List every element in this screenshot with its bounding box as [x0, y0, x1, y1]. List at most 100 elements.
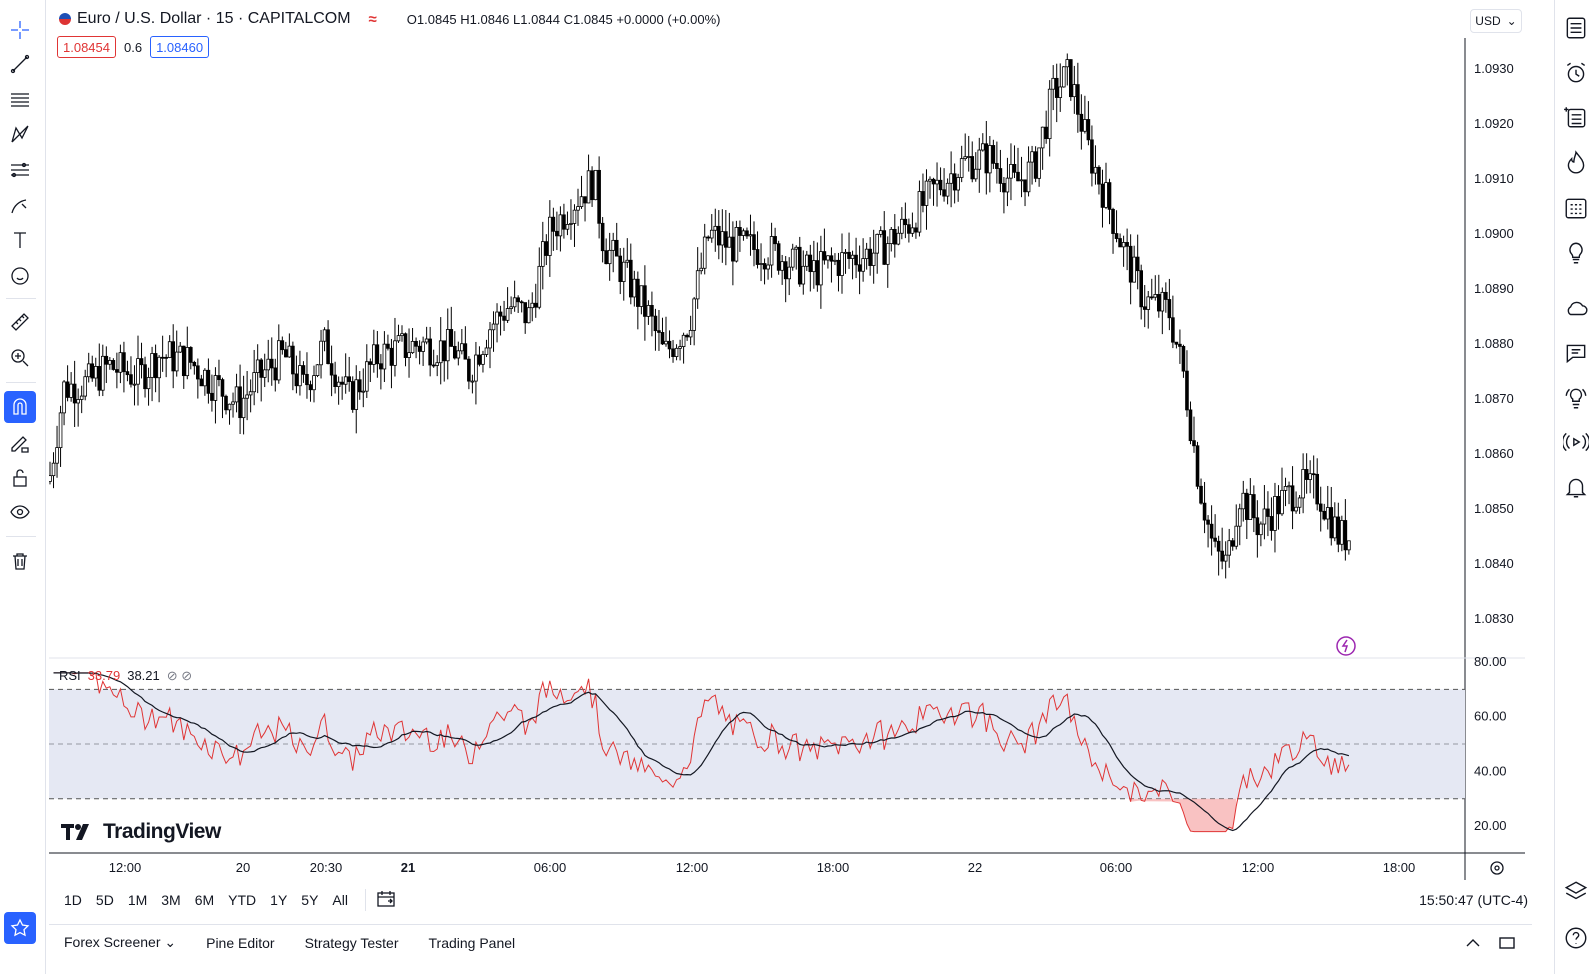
range-button-all[interactable]: All: [332, 892, 348, 908]
sell-button[interactable]: 1.08454: [57, 36, 116, 58]
clock[interactable]: 15:50:47 (UTC-4): [1419, 892, 1528, 908]
candle-body: [1230, 540, 1235, 547]
goto-date-icon[interactable]: [376, 889, 396, 912]
chat-icon[interactable]: [1560, 337, 1592, 369]
candle-body: [583, 196, 587, 204]
zoom-in-icon[interactable]: [4, 342, 36, 374]
candle-body: [65, 381, 70, 398]
quote-row: 1.08454 0.6 1.08460: [57, 36, 210, 58]
calendar-icon[interactable]: [1560, 192, 1592, 224]
fib-icon[interactable]: [4, 84, 36, 116]
cloud-icon[interactable]: [1560, 292, 1592, 324]
tradingview-logo[interactable]: TradingView: [61, 820, 221, 844]
range-button-6m[interactable]: 6M: [194, 892, 215, 908]
candle-body: [724, 231, 728, 248]
chevron-down-icon: ⌄: [1506, 14, 1517, 28]
candle-body: [171, 341, 176, 372]
bottom-panel-tabs: Forex Screener ⌄ Pine Editor Strategy Test…: [49, 924, 1532, 960]
candle-body: [305, 373, 309, 386]
panel-tab-forex-screener[interactable]: Forex Screener ⌄: [64, 934, 177, 950]
range-button-ytd[interactable]: YTD: [228, 892, 257, 908]
hot-list-icon[interactable]: [1560, 146, 1592, 178]
candle-body: [438, 340, 443, 364]
range-button-5d[interactable]: 5D: [95, 892, 114, 908]
layers-icon[interactable]: [1560, 876, 1592, 908]
symbol-title[interactable]: Euro / U.S. Dollar · 15 · CAPITALCOM: [77, 10, 351, 27]
ruler-icon[interactable]: [4, 306, 36, 338]
candle-body: [241, 397, 246, 419]
candle-body: [991, 145, 996, 164]
candle-body: [685, 334, 689, 338]
candle-body: [266, 358, 271, 371]
lock-icon[interactable]: [4, 462, 36, 494]
candle-body: [505, 308, 510, 321]
left-toolbar: [0, 0, 46, 974]
magnet-icon[interactable]: [4, 391, 36, 423]
text-icon[interactable]: [4, 224, 36, 256]
candle-body: [284, 349, 288, 358]
candle-body: [850, 254, 855, 259]
trend-line-icon[interactable]: [4, 48, 36, 80]
range-button-5y[interactable]: 5Y: [301, 892, 319, 908]
add-list-icon[interactable]: [1560, 101, 1592, 133]
logo-text: TradingView: [103, 820, 221, 843]
candle-body: [428, 338, 432, 366]
range-buttons: 1D 5D 1M 3M 6M YTD 1Y 5Y All: [57, 892, 355, 908]
candle-body: [1347, 540, 1351, 551]
alarm-icon[interactable]: [1560, 57, 1592, 89]
buy-button[interactable]: 1.08460: [150, 36, 210, 58]
candle-body: [1248, 494, 1253, 520]
candle-body: [1329, 507, 1334, 539]
range-button-1d[interactable]: 1D: [64, 892, 82, 908]
chevron-up-icon[interactable]: [1464, 934, 1482, 955]
candle-body: [787, 266, 791, 280]
star-icon[interactable]: [4, 912, 36, 944]
trash-icon[interactable]: [4, 545, 36, 577]
emoji-icon[interactable]: [4, 260, 36, 292]
candle-body: [797, 246, 802, 285]
chart-area[interactable]: 1.0930 1.0920 1.0910 1.0900 1.0890 1.0880 1.08…: [49, 0, 1555, 900]
candle-body: [868, 248, 872, 266]
broadcast-icon[interactable]: [1560, 426, 1592, 458]
candle-body: [206, 369, 211, 394]
panel-tab-pine-editor[interactable]: Pine Editor: [206, 934, 275, 951]
eye-icon[interactable]: [4, 496, 36, 528]
candle-body: [1213, 537, 1217, 542]
notification-icon[interactable]: [1560, 471, 1592, 503]
currency-select[interactable]: USD ⌄: [1470, 9, 1522, 33]
candle-body: [153, 353, 158, 379]
pattern-icon[interactable]: [4, 118, 36, 150]
streams-icon[interactable]: [1560, 382, 1592, 414]
watchlist-icon[interactable]: [1560, 12, 1592, 44]
candle-body: [111, 360, 116, 370]
candle-body: [312, 375, 316, 391]
price-tick-label: 1.0830: [1474, 611, 1514, 626]
candle-body: [1273, 496, 1277, 531]
candle-body: [125, 371, 130, 376]
crosshair-icon[interactable]: [4, 14, 36, 46]
candle-body: [188, 347, 193, 363]
ideas-icon[interactable]: [1560, 237, 1592, 269]
panel-tab-strategy-tester[interactable]: Strategy Tester: [304, 934, 399, 951]
range-button-1m[interactable]: 1M: [127, 892, 148, 908]
brush-icon[interactable]: [4, 190, 36, 222]
range-button-3m[interactable]: 3M: [161, 892, 181, 908]
lock-pencil-icon[interactable]: [4, 426, 36, 458]
maximize-icon[interactable]: [1498, 934, 1516, 955]
candle-body: [780, 261, 784, 271]
candle-body: [731, 236, 735, 262]
help-icon[interactable]: [1560, 922, 1592, 954]
projection-icon[interactable]: [4, 154, 36, 186]
candle-body: [181, 345, 186, 377]
chart-canvas[interactable]: 1.0930 1.0920 1.0910 1.0900 1.0890 1.0880 1.08…: [49, 0, 1555, 900]
panel-tab-trading-panel[interactable]: Trading Panel: [428, 934, 516, 951]
time-tick-label: 18:00: [817, 860, 850, 875]
candle-body: [1012, 164, 1017, 173]
candle-body: [488, 329, 492, 349]
candle-body: [463, 343, 468, 360]
candle-body: [1033, 151, 1038, 179]
rsi-value: 33.79: [87, 668, 121, 683]
candle-body: [502, 315, 506, 321]
time-tick-label: 18:00: [1383, 860, 1416, 875]
range-button-1y[interactable]: 1Y: [270, 892, 288, 908]
